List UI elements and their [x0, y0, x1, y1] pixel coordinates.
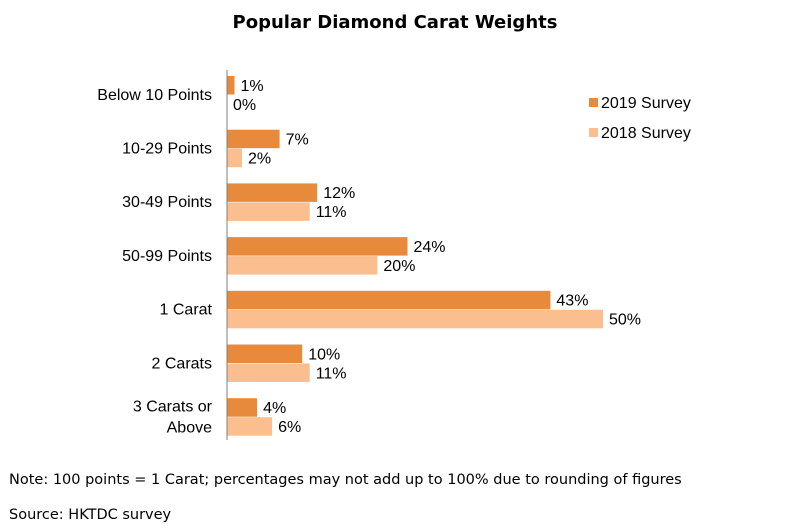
data-label-2019: 10%: [308, 346, 340, 363]
bar-2018: [227, 309, 603, 329]
data-label-2019: 12%: [323, 185, 355, 202]
legend-swatch-2018: [589, 128, 598, 137]
footnote: Note: 100 points = 1 Carat; percentages …: [9, 472, 682, 488]
data-label-2019: 4%: [263, 400, 286, 417]
bar-2018: [227, 363, 310, 382]
bar-2019: [227, 290, 551, 310]
data-label-2018: 11%: [316, 365, 347, 382]
bars-group: Below 10 Points 1% 0% 10-29 Points 7% 2% 30-49…: [97, 76, 641, 437]
source-note: Source: HKTDC survey: [9, 507, 172, 523]
category-label-line: Below 10 Points: [97, 87, 212, 104]
category-label: 3 Carats or Above: [133, 399, 213, 437]
category-label: 10-29 Points: [122, 140, 212, 157]
category-label: 30-49 Points: [122, 194, 212, 211]
category-label: Below 10 Points: [97, 87, 212, 104]
bar-2018: [227, 417, 273, 436]
data-label-2018: 0%: [233, 97, 256, 114]
data-label-2019: 1%: [241, 78, 264, 95]
bar-2018: [227, 202, 310, 221]
data-label-2019: 7%: [286, 131, 309, 148]
category-label-line: 1 Carat: [160, 302, 213, 319]
chart: Popular Diamond Carat Weights Below 10 P…: [97, 12, 691, 440]
bar-2018: [227, 148, 242, 168]
bar-2019: [227, 76, 235, 95]
bar-2019: [227, 129, 280, 149]
data-label-2018: 2%: [248, 150, 271, 167]
bar-2019: [227, 344, 303, 363]
bar-2019: [227, 183, 318, 202]
data-label-2018: 50%: [609, 312, 641, 329]
category-label-line: 50-99 Points: [122, 248, 212, 265]
bar-2019: [227, 237, 408, 256]
category-label-line: 10-29 Points: [122, 140, 212, 157]
legend-label-2018: 2018 Survey: [601, 125, 691, 142]
category-label: 2 Carats: [152, 355, 212, 372]
legend-label-2019: 2019 Survey: [601, 95, 691, 112]
bar-2018: [227, 256, 378, 275]
category-label: 50-99 Points: [122, 248, 212, 265]
category-label: 1 Carat: [160, 302, 213, 319]
legend: 2019 Survey 2018 Survey: [589, 95, 691, 142]
category-label-line: Above: [167, 420, 212, 437]
data-label-2019: 43%: [556, 293, 588, 310]
data-label-2018: 20%: [383, 258, 415, 275]
category-label-line: 30-49 Points: [122, 194, 212, 211]
bar-2019: [227, 398, 258, 417]
data-label-2018: 6%: [278, 419, 301, 436]
legend-swatch-2019: [589, 98, 598, 107]
data-label-2018: 11%: [316, 204, 347, 221]
category-label-line: 2 Carats: [152, 355, 212, 372]
category-label-line: 3 Carats or: [133, 399, 213, 416]
data-label-2019: 24%: [414, 239, 446, 256]
chart-title: Popular Diamond Carat Weights: [233, 12, 558, 33]
